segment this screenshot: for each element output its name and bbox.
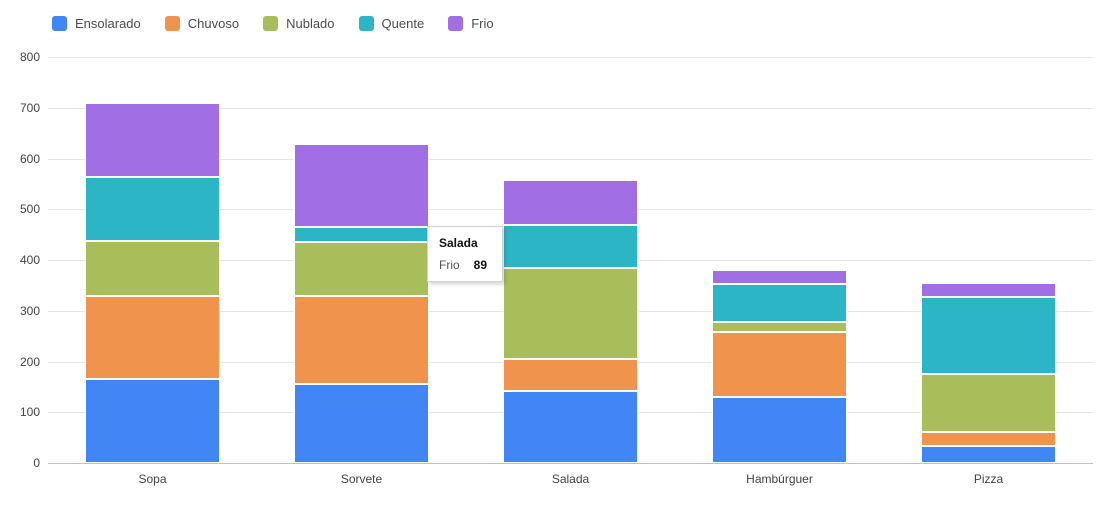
x-axis-category-label: Pizza: [973, 472, 1004, 486]
chart-tooltip: Salada Frio 89: [427, 226, 503, 282]
bar-segment-nublado-pizza[interactable]: [921, 373, 1056, 433]
bar-segment-quente-salada[interactable]: [503, 224, 638, 268]
bar-segment-frio-sopa[interactable]: [85, 102, 220, 177]
bar-segment-frio-salada[interactable]: [503, 179, 638, 225]
bar-segment-quente-sorvete[interactable]: [294, 227, 429, 243]
gridline: [48, 463, 1093, 464]
bar-segment-ensolarado-salada[interactable]: [503, 390, 638, 463]
gridline: [48, 158, 1093, 160]
bar-segment-quente-sopa[interactable]: [85, 176, 220, 241]
legend-swatch-icon: [164, 16, 180, 31]
y-axis-tick-label: 100: [19, 405, 40, 420]
legend-label: Chuvoso: [187, 16, 240, 31]
y-axis-tick-label: 300: [19, 303, 40, 318]
legend-item-chuvoso[interactable]: Chuvoso: [164, 16, 240, 31]
y-axis-tick-label: 400: [19, 253, 40, 267]
legend-item-frio[interactable]: Frio: [448, 16, 494, 31]
x-axis-category-label: Salada: [551, 472, 590, 486]
bar-segment-ensolarado-hamb-rguer[interactable]: [712, 397, 847, 463]
bar-segment-frio-pizza[interactable]: [921, 282, 1056, 297]
bar-segment-nublado-salada[interactable]: [503, 267, 638, 360]
bar-segment-chuvoso-hamb-rguer[interactable]: [712, 331, 847, 397]
y-axis-tick-label: 700: [19, 100, 40, 115]
gridline: [48, 57, 1093, 58]
tooltip-title: Salada: [439, 236, 478, 250]
tooltip-row: Frio 89: [439, 258, 491, 272]
legend-label: Quente: [381, 16, 425, 31]
gridline: [48, 107, 1093, 109]
bar-segment-ensolarado-sorvete[interactable]: [294, 384, 429, 463]
x-axis-category-label: Hambúrguer: [746, 472, 813, 486]
legend-label: Ensolarado: [75, 16, 141, 31]
bar-segment-nublado-sopa[interactable]: [85, 240, 220, 296]
x-axis-category-label: Sorvete: [340, 472, 383, 486]
bar-segment-nublado-hamb-rguer[interactable]: [712, 321, 847, 332]
y-axis-tick-label: 800: [19, 50, 40, 64]
legend-swatch-icon: [263, 16, 279, 31]
bar-segment-chuvoso-pizza[interactable]: [921, 432, 1056, 447]
legend-item-ensolarado[interactable]: Ensolarado: [52, 16, 141, 31]
bar-segment-ensolarado-sopa[interactable]: [85, 379, 220, 463]
legend-item-nublado[interactable]: Nublado: [263, 16, 335, 31]
y-axis-tick-label: 0: [33, 456, 40, 470]
y-axis-tick-label: 200: [19, 354, 40, 369]
tooltip-value: 89: [473, 258, 488, 272]
legend-swatch-icon: [448, 16, 464, 31]
legend-label: Frio: [471, 16, 494, 31]
tooltip-series-label: Frio: [439, 258, 460, 272]
chart-legend: Ensolarado Chuvoso Nublado Quente Frio: [52, 16, 494, 31]
legend-item-quente[interactable]: Quente: [358, 16, 425, 31]
y-axis-tick-label: 500: [19, 202, 40, 217]
bar-segment-chuvoso-sorvete[interactable]: [294, 295, 429, 385]
bar-segment-quente-hamb-rguer[interactable]: [712, 284, 847, 322]
bar-segment-ensolarado-pizza[interactable]: [921, 446, 1056, 463]
x-axis-category-label: Sopa: [138, 472, 167, 486]
legend-swatch-icon: [358, 16, 374, 31]
bar-segment-frio-sorvete[interactable]: [294, 144, 429, 227]
bar-segment-nublado-sorvete[interactable]: [294, 242, 429, 296]
bar-segment-frio-hamb-rguer[interactable]: [712, 269, 847, 285]
legend-label: Nublado: [286, 16, 335, 31]
bar-segment-chuvoso-sopa[interactable]: [85, 295, 220, 380]
bar-segment-chuvoso-salada[interactable]: [503, 359, 638, 391]
legend-swatch-icon: [52, 16, 67, 31]
bar-segment-quente-pizza[interactable]: [921, 296, 1056, 374]
y-axis-tick-label: 600: [19, 151, 40, 166]
